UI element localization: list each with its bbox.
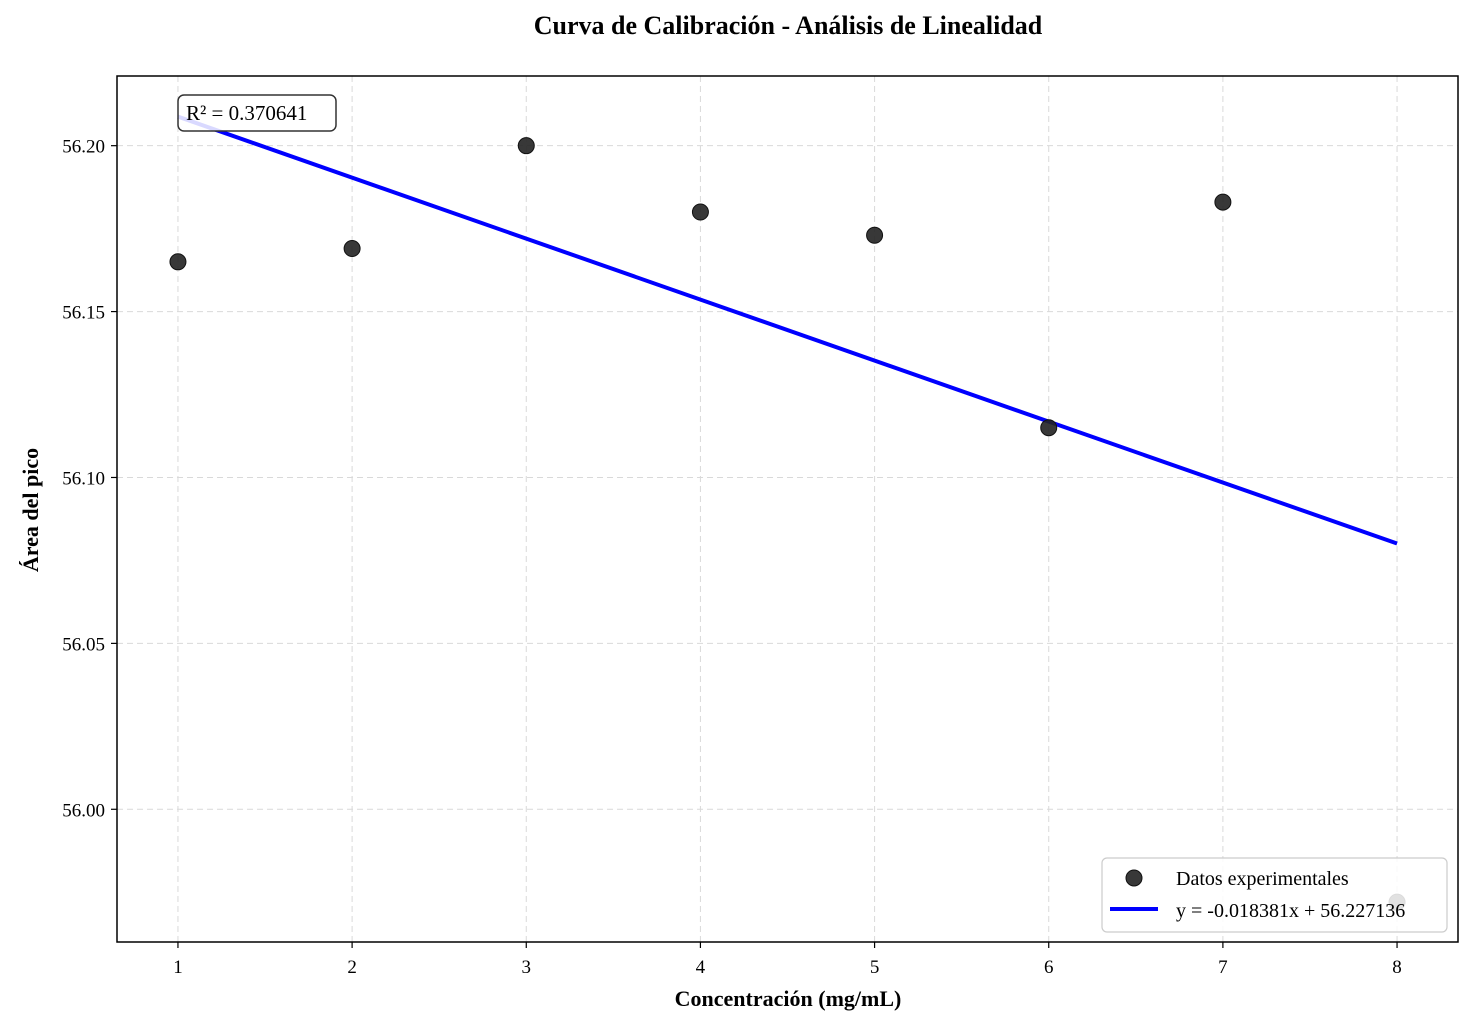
x-axis-ticks: 1 2 3 4 5 6 7 8	[173, 942, 1402, 978]
data-point	[169, 253, 187, 271]
legend-marker-scatter	[1125, 869, 1143, 887]
data-point	[691, 203, 709, 221]
data-point	[866, 226, 884, 244]
y-tick-label: 56.20	[62, 137, 105, 158]
x-tick-label: 8	[1392, 957, 1402, 978]
y-tick-label: 56.00	[62, 800, 105, 821]
x-tick-label: 3	[522, 957, 532, 978]
x-tick-label: 2	[347, 957, 357, 978]
x-tick-label: 6	[1044, 957, 1054, 978]
fit-line-layer	[177, 114, 1398, 546]
data-point	[343, 240, 361, 258]
fit-line	[177, 114, 1398, 546]
data-point	[517, 137, 535, 155]
r-squared-annotation: R² = 0.370641	[177, 94, 337, 132]
legend-box	[1101, 857, 1448, 933]
legend: Datos experimentales y = -0.018381x + 56…	[1101, 857, 1448, 933]
data-point	[1040, 419, 1058, 437]
annotation-text: R² = 0.370641	[186, 101, 307, 125]
y-axis-label: Área del pico	[18, 448, 43, 572]
plot-frame	[116, 75, 1459, 943]
grid-lines	[117, 76, 1458, 942]
y-axis-ticks: 56.00 56.05 56.10 56.15 56.20	[62, 137, 117, 821]
x-tick-label: 7	[1218, 957, 1228, 978]
y-tick-label: 56.15	[62, 303, 105, 324]
y-tick-label: 56.05	[62, 634, 105, 655]
legend-label-scatter: Datos experimentales	[1176, 868, 1349, 890]
legend-label-line: y = -0.018381x + 56.227136	[1176, 900, 1405, 922]
x-tick-label: 5	[870, 957, 880, 978]
x-tick-label: 1	[173, 957, 183, 978]
y-tick-label: 56.10	[62, 468, 105, 489]
x-axis-label: Concentración (mg/mL)	[675, 986, 902, 1011]
data-point	[1214, 193, 1232, 211]
annotation-box	[177, 94, 337, 132]
chart-title: Curva de Calibración - Análisis de Linea…	[534, 11, 1043, 40]
x-tick-label: 4	[696, 957, 706, 978]
